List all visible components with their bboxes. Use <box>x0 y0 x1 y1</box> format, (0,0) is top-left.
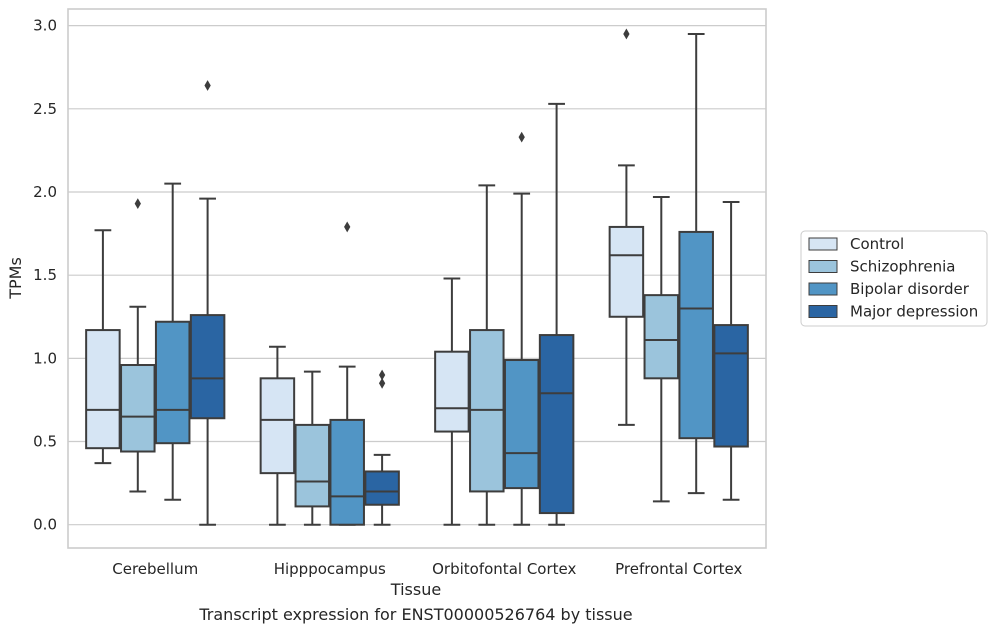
legend-swatch <box>808 260 838 273</box>
box-rect <box>329 418 365 526</box>
box-2-2 <box>503 131 540 526</box>
box-rect <box>678 230 714 440</box>
box-rect <box>120 364 156 453</box>
box-rect <box>154 320 191 445</box>
box-rect <box>259 377 296 475</box>
x-tick-label: Orbitofontal Cortex <box>432 560 576 578</box>
x-tick-label: Cerebellum <box>112 560 198 578</box>
y-axis-label: TPMs <box>6 257 25 300</box>
legend-label: Major depression <box>850 303 978 321</box>
box-3-3 <box>713 200 749 501</box>
legend-swatch <box>808 305 838 318</box>
x-tick-label: Prefrontal Cortex <box>615 560 742 578</box>
box-rect <box>643 294 680 380</box>
outlier-point <box>378 377 386 389</box>
box-1-3 <box>364 369 400 526</box>
outlier-point <box>518 131 525 143</box>
legend-swatch <box>808 237 838 251</box>
box-0-3 <box>189 80 226 526</box>
y-axis-ticks: 0.0 0.5 1.0 1.5 2.0 2.5 3.0 <box>33 17 57 534</box>
legend: Control Schizophrenia Bipolar disorder Majo… <box>800 230 988 327</box>
box-rect <box>538 334 575 515</box>
box-groups <box>85 28 749 526</box>
box-1-0 <box>259 345 296 526</box>
y-tick-label: 3.0 <box>33 17 57 35</box>
plot-frame <box>67 8 767 549</box>
y-tick-label: 2.0 <box>33 183 57 201</box>
legend-label: Bipolar disorder <box>850 280 970 298</box>
outlier-point <box>378 369 386 381</box>
box-rect <box>364 470 400 506</box>
box-rect <box>608 225 645 318</box>
y-tick-label: 0.0 <box>33 516 57 534</box>
box-0-1 <box>120 198 156 493</box>
x-axis-label: Tissue <box>390 580 441 599</box>
box-1-2 <box>329 221 365 526</box>
box-rect <box>713 324 749 448</box>
box-rect <box>294 423 331 508</box>
box-rect <box>434 350 470 433</box>
box-2-0 <box>434 277 470 526</box>
y-tick-label: 1.0 <box>33 349 57 367</box>
legend-swatch <box>808 282 838 296</box>
box-0-0 <box>85 229 121 465</box>
box-rect <box>189 314 226 420</box>
y-tick-label: 1.5 <box>33 266 57 284</box>
chart-caption: Transcript expression for ENST0000052676… <box>199 605 633 624</box>
x-axis-ticks: Cerebellum Hipppocampus Orbitofontal Corte… <box>112 560 742 578</box>
box-3-2 <box>678 32 714 495</box>
box-3-0 <box>608 28 645 426</box>
legend-label: Schizophrenia <box>850 258 955 276</box>
legend-label: Control <box>850 235 904 253</box>
y-tick-label: 0.5 <box>33 433 57 451</box>
box-0-2 <box>154 182 191 501</box>
box-3-1 <box>643 195 680 503</box>
box-rect <box>503 359 540 490</box>
box-rect <box>85 329 121 450</box>
box-2-1 <box>469 184 505 526</box>
x-tick-label: Hipppocampus <box>274 560 386 578</box>
outlier-point <box>204 80 211 91</box>
legend-box <box>800 230 988 327</box>
box-1-1 <box>294 370 331 526</box>
outlier-point <box>623 28 630 40</box>
outlier-point <box>134 198 141 210</box>
outlier-point <box>344 221 351 233</box>
box-2-3 <box>538 102 575 526</box>
y-tick-label: 2.5 <box>33 100 57 118</box>
